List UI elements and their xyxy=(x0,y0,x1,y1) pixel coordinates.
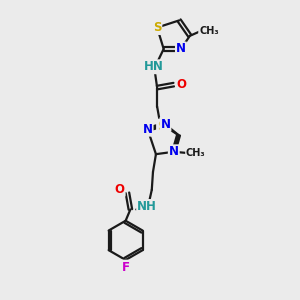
Text: N: N xyxy=(169,145,179,158)
Text: F: F xyxy=(122,261,130,274)
Text: S: S xyxy=(157,120,166,133)
Text: N: N xyxy=(142,123,153,136)
Text: O: O xyxy=(115,183,125,196)
Text: O: O xyxy=(176,78,186,91)
Text: N: N xyxy=(176,42,186,56)
Text: N: N xyxy=(160,118,170,131)
Text: CH₃: CH₃ xyxy=(199,26,219,36)
Text: CH₃: CH₃ xyxy=(186,148,206,158)
Text: NH: NH xyxy=(137,200,157,213)
Text: HN: HN xyxy=(144,60,164,73)
Text: S: S xyxy=(153,21,161,34)
